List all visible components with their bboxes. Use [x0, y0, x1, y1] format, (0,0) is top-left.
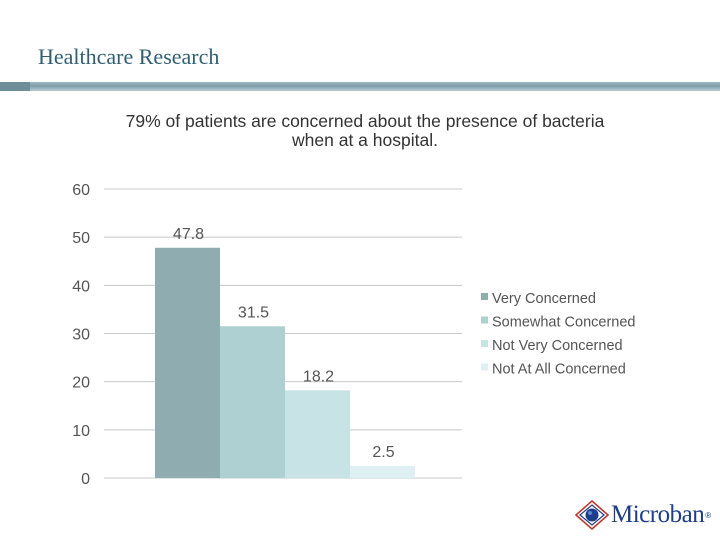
legend-swatch	[481, 340, 488, 347]
header-divider	[0, 82, 720, 91]
y-tick-label: 40	[72, 278, 90, 295]
legend-label: Not Very Concerned	[492, 338, 623, 354]
y-tick-label: 60	[72, 182, 90, 199]
microban-logo-icon	[574, 500, 610, 530]
y-tick-label: 30	[72, 327, 90, 344]
slide-title: Healthcare Research	[38, 44, 220, 69]
data-labels: 47.8 31.5 18.2 2.5	[173, 226, 395, 461]
bar-very-concerned	[155, 247, 220, 478]
data-label: 2.5	[372, 444, 394, 461]
bar-not-at-all-concerned	[350, 465, 415, 478]
y-tick-label: 0	[81, 471, 90, 488]
data-label: 18.2	[303, 368, 334, 385]
data-label: 47.8	[173, 226, 204, 243]
data-label: 31.5	[238, 304, 269, 321]
legend-label: Somewhat Concerned	[492, 315, 635, 331]
legend-swatch	[481, 363, 488, 371]
legend-swatch	[481, 293, 488, 300]
header-divider-accent	[0, 82, 30, 91]
logo-registered-mark: ®	[705, 510, 712, 520]
y-tick-label: 10	[72, 423, 90, 440]
y-tick-label: 20	[72, 375, 90, 392]
bars	[155, 247, 415, 478]
bar-somewhat-concerned	[220, 326, 285, 478]
legend-swatch	[481, 316, 488, 324]
legend: Very Concerned Somewhat Concerned Not Very…	[481, 291, 635, 378]
legend-label: Very Concerned	[492, 291, 596, 307]
y-axis-ticks: 0 10 20 30 40 50 60	[72, 182, 90, 488]
microban-logo: Microban ®	[574, 500, 711, 530]
y-tick-label: 50	[72, 230, 90, 247]
chart-title: 79% of patients are concerned about the …	[125, 111, 605, 150]
legend-label: Not At All Concerned	[492, 362, 626, 378]
bar-not-very-concerned	[285, 390, 350, 478]
logo-wordmark: Microban	[611, 501, 705, 528]
